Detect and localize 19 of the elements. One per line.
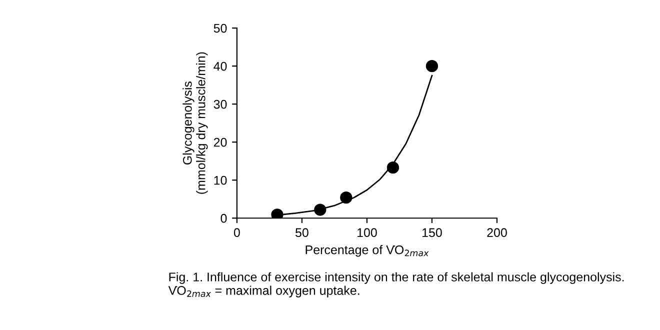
x-tick-label: 50 [296, 228, 308, 238]
y-tick-label: 10 [214, 176, 227, 185]
y-tick-label: 40 [214, 62, 227, 71]
point [340, 192, 352, 204]
x-tick-label: 200 [487, 228, 507, 238]
x-tick-label: 0 [234, 228, 240, 238]
x-axis-title: Percentage of V̇O$_{2max}$ [306, 245, 429, 257]
point [271, 208, 284, 218]
x-tick-label: 100 [357, 228, 377, 238]
y-axis-title: Glycogenolysis (mmol/kg dry muscle/min) [182, 52, 208, 194]
y-tick-label: 0 [220, 214, 227, 223]
y-tick-label: 20 [214, 138, 227, 147]
point [426, 60, 438, 72]
y-tick-label: 50 [214, 24, 227, 33]
x-tick-label: 150 [422, 228, 442, 238]
y-tick-label: 30 [214, 100, 227, 109]
caption: Fig. 1. Influence of exercise intensity on the rate of skeletal muscle glycogenolysis. V̇O$_{2max}$ = maximal oxygen uptake. [168, 272, 624, 298]
point [386, 161, 400, 174]
point [314, 204, 326, 216]
